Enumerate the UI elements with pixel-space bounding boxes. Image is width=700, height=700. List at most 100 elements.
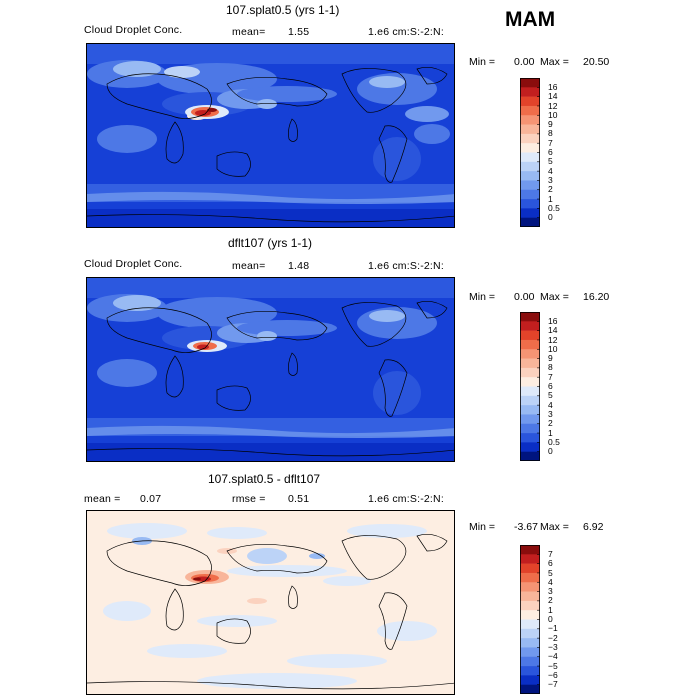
panel1-tick: 14 <box>548 91 558 102</box>
panel3-units: 1.e6 cm:S:-2:N: <box>368 493 444 505</box>
panel2-tick: 16 <box>548 316 558 326</box>
colorbar-swatch <box>520 572 540 583</box>
colorbar-swatch <box>520 656 540 667</box>
panel3-tick: 2 <box>548 595 553 606</box>
colorbar-swatch <box>520 582 540 592</box>
colorbar-swatch <box>520 666 540 676</box>
colorbar-swatch <box>520 433 540 443</box>
colorbar-swatch <box>520 171 540 181</box>
panel3-tick: −2 <box>548 632 558 643</box>
panel2-title: dflt107 (yrs 1-1) <box>228 236 313 250</box>
colorbar-swatch <box>520 619 540 630</box>
panel3-tick: −4 <box>548 651 558 662</box>
panel1-tick: 7 <box>548 137 553 148</box>
panel2-tick: 8 <box>548 362 553 373</box>
colorbar-swatch <box>520 414 540 425</box>
colorbar-swatch <box>520 105 540 116</box>
panel2-mean-value: 1.48 <box>288 260 310 272</box>
colorbar-swatch <box>520 377 540 387</box>
panel2-tick: 5 <box>548 390 553 401</box>
panel3-tick: 5 <box>548 567 553 578</box>
panel1-tick: 9 <box>548 119 553 130</box>
panel1-tick: 16 <box>548 82 558 92</box>
panel2-max-value: 16.20 <box>583 291 610 303</box>
colorbar-swatch <box>520 143 540 153</box>
colorbar-swatch <box>520 591 540 602</box>
colorbar-swatch <box>520 199 540 209</box>
panel3-colorbar <box>520 545 540 694</box>
colorbar-swatch <box>520 386 540 397</box>
colorbar-swatch <box>520 180 540 191</box>
panel3-tick: 7 <box>548 549 553 559</box>
panel2-tick: 6 <box>548 381 553 392</box>
panel2-min-label: Min = <box>469 291 495 303</box>
panel1-mean-value: 1.55 <box>288 26 310 38</box>
panel3-tick: 0 <box>548 614 553 625</box>
colorbar-swatch <box>520 96 540 107</box>
panel2-max-label: Max = <box>540 291 569 303</box>
panel2-tick: 3 <box>548 408 553 419</box>
colorbar-swatch <box>520 189 540 200</box>
colorbar-swatch <box>520 675 540 685</box>
panel2-tick: 10 <box>548 343 558 354</box>
panel2-mean-label: mean= <box>232 260 266 272</box>
colorbar-swatch <box>520 405 540 415</box>
colorbar-swatch <box>520 115 540 125</box>
panel1-tick: 2 <box>548 184 553 195</box>
panel2-tick: 7 <box>548 371 553 382</box>
colorbar-swatch <box>520 217 540 227</box>
colorbar-swatch <box>520 628 540 639</box>
colorbar-swatch <box>520 133 540 144</box>
panel3-title: 107.splat0.5 - dflt107 <box>208 472 321 486</box>
panel2-tick: 0.5 <box>548 436 560 447</box>
panel3-mean-label: mean = <box>84 493 121 505</box>
colorbar-swatch <box>520 442 540 452</box>
panel1-units: 1.e6 cm:S:-2:N: <box>368 26 444 38</box>
panel2-colorbar-labels: 16 14 12 10 9 8 7 6 5 4 3 2 1 0.5 0 <box>548 316 560 457</box>
panel1-mean-label: mean= <box>232 26 266 38</box>
panel1-tick: 6 <box>548 147 553 158</box>
colorbar-swatch <box>520 367 540 378</box>
panel1-min-value: 0.00 <box>514 56 535 68</box>
colorbar-swatch <box>520 554 540 564</box>
colorbar-swatch <box>520 321 540 331</box>
panel2-tick: 12 <box>548 334 558 345</box>
panel2-tick: 0 <box>548 446 553 457</box>
panel2-colorbar <box>520 312 540 461</box>
panel3-map <box>86 510 455 695</box>
panel1-colorbar-labels: 16 14 12 10 9 8 7 6 5 4 3 2 1 0.5 0 <box>548 82 560 223</box>
panel1-max-label: Max = <box>540 56 569 68</box>
panel3-tick: 3 <box>548 586 553 597</box>
colorbar-swatch <box>520 600 540 611</box>
panel3-tick: −7 <box>548 679 558 690</box>
panel1-tick: 3 <box>548 174 553 185</box>
panel2-tick: 14 <box>548 325 558 336</box>
colorbar-swatch <box>520 647 540 658</box>
colorbar-swatch <box>520 161 540 172</box>
panel1-max-value: 20.50 <box>583 56 610 68</box>
panel1-tick: 0 <box>548 212 553 223</box>
panel2-tick: 1 <box>548 427 553 438</box>
panel2-map <box>86 277 455 462</box>
panel3-max-label: Max = <box>540 521 569 533</box>
panel2-field-label: Cloud Droplet Conc. <box>84 258 183 270</box>
panel3-tick: −6 <box>548 669 558 680</box>
colorbar-swatch <box>520 610 540 620</box>
panel3-min-value: -3.67 <box>514 521 538 533</box>
colorbar-swatch <box>520 451 540 461</box>
panel3-rmse-value: 0.51 <box>288 493 310 505</box>
panel3-tick: −1 <box>548 623 558 634</box>
panel1-tick: 0.5 <box>548 202 560 213</box>
panel1-colorbar <box>520 78 540 227</box>
panel3-rmse-label: rmse = <box>232 493 266 505</box>
colorbar-swatch <box>520 312 540 322</box>
panel1-tick: 10 <box>548 109 558 120</box>
panel1-tick: 12 <box>548 100 558 111</box>
colorbar-swatch <box>520 152 540 163</box>
colorbar-swatch <box>520 87 540 97</box>
colorbar-swatch <box>520 78 540 88</box>
colorbar-swatch <box>520 358 540 369</box>
panel3-colorbar-labels: 7 6 5 4 3 2 1 0 −1 −2 −3 −4 −5 −6 −7 <box>548 549 558 690</box>
panel1-field-label: Cloud Droplet Conc. <box>84 24 183 36</box>
panel3-mean-value: 0.07 <box>140 493 162 505</box>
